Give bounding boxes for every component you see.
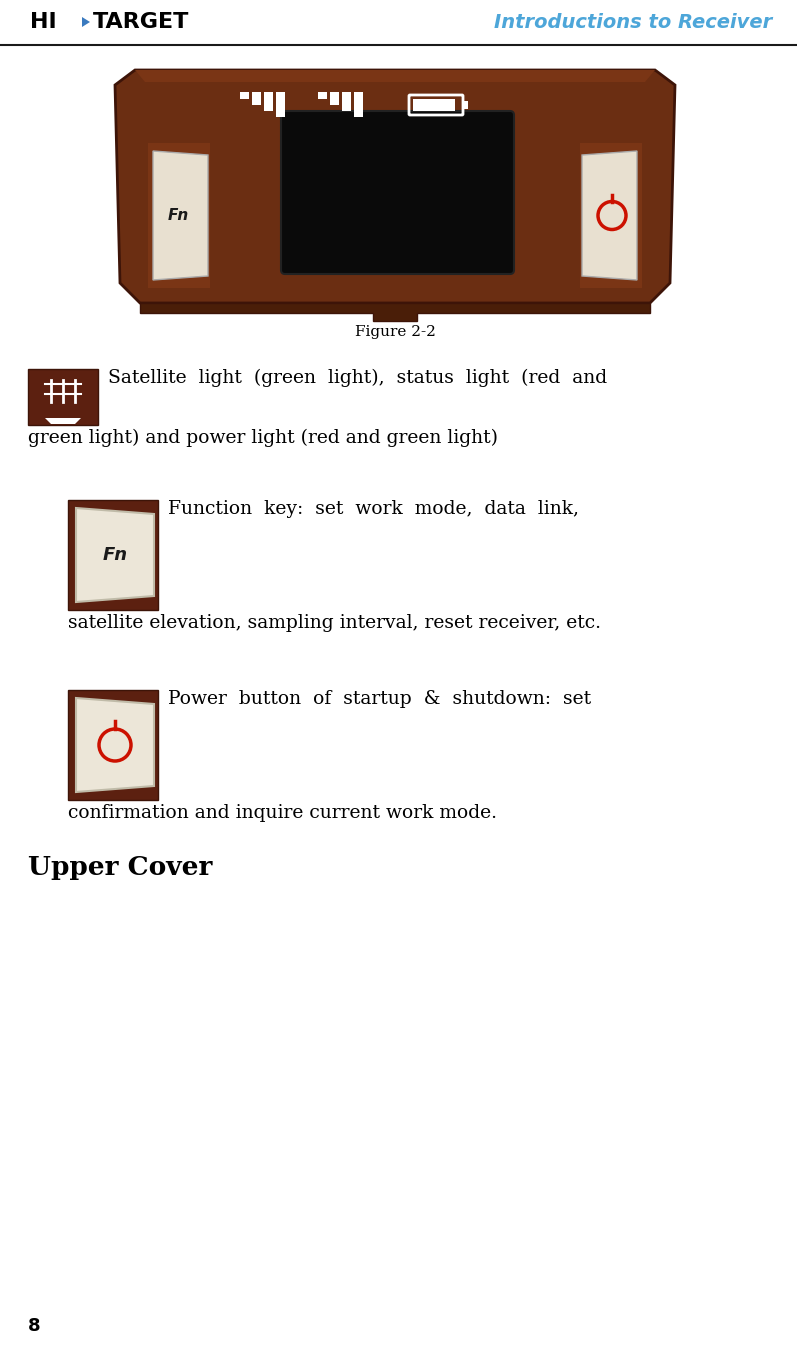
Polygon shape: [82, 16, 90, 27]
Bar: [463, 101, 468, 109]
Bar: [413, 100, 455, 111]
Bar: [342, 91, 351, 111]
Text: green light) and power light (red and green light): green light) and power light (red and gr…: [28, 429, 498, 448]
Bar: [68, 500, 158, 610]
Text: confirmation and inquire current work mode.: confirmation and inquire current work mo…: [68, 804, 497, 822]
Text: Fn: Fn: [103, 546, 128, 564]
Bar: [276, 91, 285, 117]
Polygon shape: [140, 303, 650, 321]
Text: HI: HI: [30, 12, 57, 31]
Text: Upper Cover: Upper Cover: [28, 854, 212, 880]
Text: Satellite  light  (green  light),  status  light  (red  and: Satellite light (green light), status li…: [108, 369, 607, 388]
Bar: [68, 689, 158, 800]
Text: Introductions to Receiver: Introductions to Receiver: [494, 12, 772, 31]
Bar: [580, 143, 642, 288]
Text: 8: 8: [28, 1317, 41, 1335]
Bar: [330, 91, 339, 105]
Polygon shape: [582, 152, 637, 280]
Text: satellite elevation, sampling interval, reset receiver, etc.: satellite elevation, sampling interval, …: [68, 614, 601, 632]
Polygon shape: [45, 418, 81, 425]
Bar: [252, 91, 261, 105]
Text: Function  key:  set  work  mode,  data  link,: Function key: set work mode, data link,: [168, 500, 579, 517]
Bar: [148, 143, 210, 288]
Text: TARGET: TARGET: [93, 12, 190, 31]
Text: Fn: Fn: [167, 207, 189, 222]
Bar: [318, 91, 327, 100]
Bar: [240, 91, 249, 100]
Polygon shape: [135, 70, 655, 82]
Polygon shape: [115, 70, 675, 303]
Polygon shape: [76, 508, 154, 602]
Polygon shape: [153, 152, 208, 280]
Text: Figure 2-2: Figure 2-2: [355, 325, 435, 339]
Polygon shape: [76, 698, 154, 792]
Text: Power  button  of  startup  &  shutdown:  set: Power button of startup & shutdown: set: [168, 689, 591, 708]
Bar: [354, 91, 363, 117]
Bar: [264, 91, 273, 111]
FancyBboxPatch shape: [281, 111, 514, 274]
Bar: [28, 369, 98, 425]
